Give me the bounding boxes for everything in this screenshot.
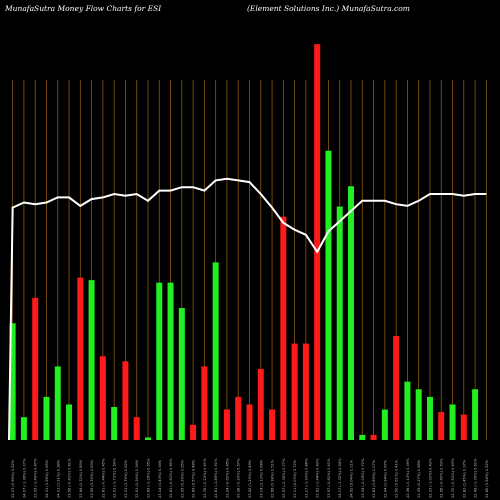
x-tick-label: 22.94 (1.94%) 0.67% [383,459,387,498]
money-flow-bar [111,407,118,440]
money-flow-bar [223,409,230,440]
money-flow-bar [438,412,445,440]
money-flow-bar [460,414,467,440]
money-flow-bar [144,437,151,440]
x-tick-label: 22.85 (-1.26%) 0.55% [146,458,150,498]
money-flow-bar [302,343,309,440]
money-flow-bar [167,282,174,440]
x-tick-label: 22.66 (0.38%) 0.51% [271,459,275,498]
money-flow-bar [381,409,388,440]
chart-title: MunafaSutra Money Flow Charts for ESI [5,4,162,13]
x-tick-label: 24.17 (-1.32%) 0.54% [338,458,342,498]
money-flow-bar [336,206,343,440]
money-flow-bar [325,150,332,440]
x-tick-label: 22.50 (0.61%) 0.41% [395,459,399,498]
x-tick-label: 22.91 (0.26%) 0.34% [135,459,139,498]
money-flow-bar [77,277,84,440]
x-tick-label: 24.31 (1.26%) 0.65% [45,459,49,498]
money-flow-bar [9,323,16,440]
x-tick-label: 22.81 (-1.85%) 0.91% [214,458,218,498]
x-tick-label: 22.81 (-0.44%) 0.45% [101,458,105,498]
money-flow-bar [449,404,456,440]
money-flow-bar [415,389,422,440]
x-tick-label: 22.56 (-0.60%) 0.53% [440,458,444,498]
money-flow-bar [472,389,479,440]
x-tick-label: 23.11 (0.03%) 0.72% [293,459,297,498]
money-flow-bar [404,381,411,440]
money-flow-bar [43,396,50,440]
money-flow-bar [66,404,73,440]
x-tick-label: 23.34 (-2.05%) 0.72% [361,458,365,498]
money-flow-bar [393,335,400,440]
money-flow-bar [133,417,140,440]
x-tick-label: 23.62 (-1.44%) 0.43% [316,458,320,498]
money-flow-bar [426,396,433,440]
x-tick-label: 24.52 (5.04%) 1.11% [350,459,354,498]
money-flow-bar [88,280,95,440]
x-tick-label: 23.97 (-0.82%) 0.61% [327,458,331,498]
money-flow-bar [122,361,129,440]
x-tick-label: 22.49 (-1.36%) 0.61% [474,458,478,498]
x-tick-label: 23.59 (3.39%) 0.63% [90,459,94,498]
money-flow-bar [314,44,321,441]
money-flow-bar [201,366,208,440]
money-flow-bar [20,417,27,440]
money-flow-bar [348,186,355,440]
money-flow-bar [54,366,61,440]
x-tick-label: 22.07 (0.96%) 0.52% [11,459,15,498]
money-flow-bar [280,216,287,440]
x-tick-label: 23.38 (-0.20%) 0.57% [237,458,241,498]
money-flow-bar [190,424,197,440]
x-tick-label: 22.95 (0.26%) 0.95% [180,459,184,498]
x-tick-label: 23.17 (-1.93%) 0.86% [304,458,308,498]
money-flow-bar [99,356,106,440]
money-flow-bar [359,434,366,440]
x-tick-label: 22.82 (1.45%) 0.37% [462,459,466,498]
x-tick-label: 22.39 (0.27%) 0.58% [417,459,421,498]
x-tick-label: 23.83 (3.89%) 1.07% [372,459,376,498]
x-tick-label: 22.70 (-0.51%) 0.63% [451,458,455,498]
money-flow-bar [178,308,185,440]
x-tick-label: 23.14 (1.43%) 0.34% [158,459,162,498]
x-tick-label: 23.56 (-0.41%) 0.81% [68,458,72,498]
money-flow-bar [212,262,219,440]
x-tick-label: 23.95 (-1.49%) 0.47% [34,458,38,498]
x-tick-label: 22.91 (-1.72%) 0.59% [113,458,117,498]
x-tick-label: 23.14 (2.13%) 0.64% [259,459,263,498]
x-tick-label: 23.42 (1.23%) 0.49% [248,459,252,498]
money-flow-bar [32,297,39,440]
money-flow-bar [246,404,253,440]
x-tick-label: 24.07 (-1.36%) 0.07% [22,458,26,498]
x-tick-label: 22.33 (-1.02%) 0.43% [428,458,432,498]
money-flow-bar [269,409,276,440]
x-tick-label: 22.76 (-0.22%) 0.61% [203,458,207,498]
x-tick-label: 23.66 (0.32%) 0.89% [79,459,83,498]
x-tick-label: 22.89 (0.57%) 0.48% [192,459,196,498]
x-tick-label: 22.36 (-0.13%) 0.39% [406,458,410,498]
money-flow-bar [291,343,298,440]
x-tick-label: 24.01 (1.91%) 0.38% [56,459,60,498]
chart-subtitle: (Element Solutions Inc.) MunafaSutra.com [247,4,410,13]
money-flow-bar [257,368,264,440]
price-line [8,177,487,441]
money-flow-bar [156,282,163,440]
x-tick-label: 23.31 (1.75%) 0.62% [124,459,128,498]
x-tick-label: 23.24 (-0.60%) 0.45% [225,458,229,498]
x-tick-label: 22.80 (1.54%) 0.52% [485,459,489,498]
x-tick-label: 22.81 (-0.61%) 0.80% [169,458,173,498]
money-flow-bar [235,396,242,440]
x-tick-label: 22.57 (-2.36%) 0.77% [282,458,286,498]
money-flow-bar [370,434,377,440]
